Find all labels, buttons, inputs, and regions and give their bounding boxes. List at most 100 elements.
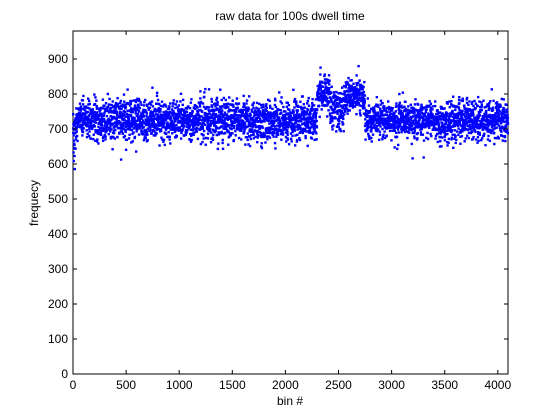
data-point (383, 130, 386, 133)
data-point (322, 98, 326, 102)
data-point (261, 109, 265, 112)
data-point (212, 113, 215, 116)
data-point (443, 131, 447, 135)
data-point (323, 78, 327, 81)
data-point (352, 98, 356, 101)
data-point (489, 131, 493, 135)
data-point (224, 126, 228, 129)
data-point (328, 113, 332, 117)
data-point (420, 103, 423, 107)
data-point (259, 113, 262, 116)
data-point (446, 102, 449, 105)
data-point (81, 103, 85, 106)
data-point (87, 114, 91, 117)
data-point (331, 119, 334, 123)
data-point (441, 112, 444, 115)
data-point (80, 118, 83, 122)
data-point (305, 126, 308, 129)
data-point (111, 100, 114, 103)
data-point (259, 131, 262, 135)
data-point (274, 99, 277, 102)
data-point (202, 134, 205, 137)
data-point (487, 134, 490, 138)
data-point (451, 109, 454, 113)
data-point (280, 111, 283, 115)
data-point (423, 118, 427, 121)
data-point (129, 102, 133, 106)
data-point (286, 126, 290, 129)
data-point (137, 110, 141, 113)
data-point (463, 124, 467, 127)
data-point (215, 133, 218, 137)
data-point (170, 119, 174, 122)
data-point (492, 128, 495, 131)
data-point (414, 117, 417, 121)
data-point (437, 124, 441, 127)
data-point (483, 132, 486, 136)
data-point (250, 134, 253, 137)
data-point (448, 116, 451, 120)
data-point (165, 127, 168, 130)
x-tick-label: 1500 (219, 378, 246, 392)
data-point (87, 122, 91, 125)
data-point (191, 129, 195, 132)
data-point (243, 108, 246, 112)
data-point (343, 110, 347, 113)
data-point (254, 129, 258, 133)
data-point (185, 120, 188, 123)
data-point (418, 116, 422, 120)
data-point (208, 106, 211, 109)
data-point (417, 124, 420, 127)
data-point (348, 86, 351, 89)
data-point (119, 123, 122, 127)
data-point (457, 107, 461, 110)
data-point (409, 115, 413, 119)
data-point (397, 120, 400, 124)
data-point (318, 84, 321, 87)
data-point (321, 100, 324, 104)
data-point (488, 123, 491, 126)
data-point (327, 88, 331, 92)
data-point (284, 119, 287, 123)
data-point (478, 131, 481, 135)
data-point (428, 116, 432, 119)
data-point (295, 125, 298, 128)
data-point (384, 117, 387, 121)
data-point (471, 111, 475, 114)
data-point (86, 97, 90, 100)
data-point (90, 116, 93, 120)
data-point (434, 134, 438, 138)
data-point (145, 131, 148, 134)
data-point (130, 129, 134, 132)
data-point (169, 116, 173, 119)
data-point (293, 99, 296, 102)
data-point (172, 122, 175, 125)
data-point (228, 96, 231, 99)
data-point (276, 133, 280, 137)
data-point (106, 92, 110, 96)
data-point (423, 114, 426, 118)
data-point (465, 122, 469, 125)
data-point (480, 138, 483, 142)
data-point (262, 131, 265, 135)
data-point (340, 100, 344, 103)
data-point (115, 105, 118, 108)
data-point (469, 109, 472, 112)
data-point (209, 120, 213, 124)
data-point (188, 132, 192, 136)
data-point (313, 128, 316, 131)
data-point (232, 126, 235, 130)
data-point (440, 115, 443, 118)
data-point (459, 112, 462, 115)
data-point (420, 127, 424, 131)
data-point (452, 95, 455, 98)
data-point (79, 119, 82, 123)
data-point (456, 123, 459, 126)
data-point (122, 110, 125, 113)
data-point (461, 109, 464, 113)
data-point (179, 137, 183, 140)
data-point (502, 107, 506, 111)
data-point (255, 101, 259, 105)
data-point (103, 112, 106, 115)
data-point (494, 113, 497, 117)
